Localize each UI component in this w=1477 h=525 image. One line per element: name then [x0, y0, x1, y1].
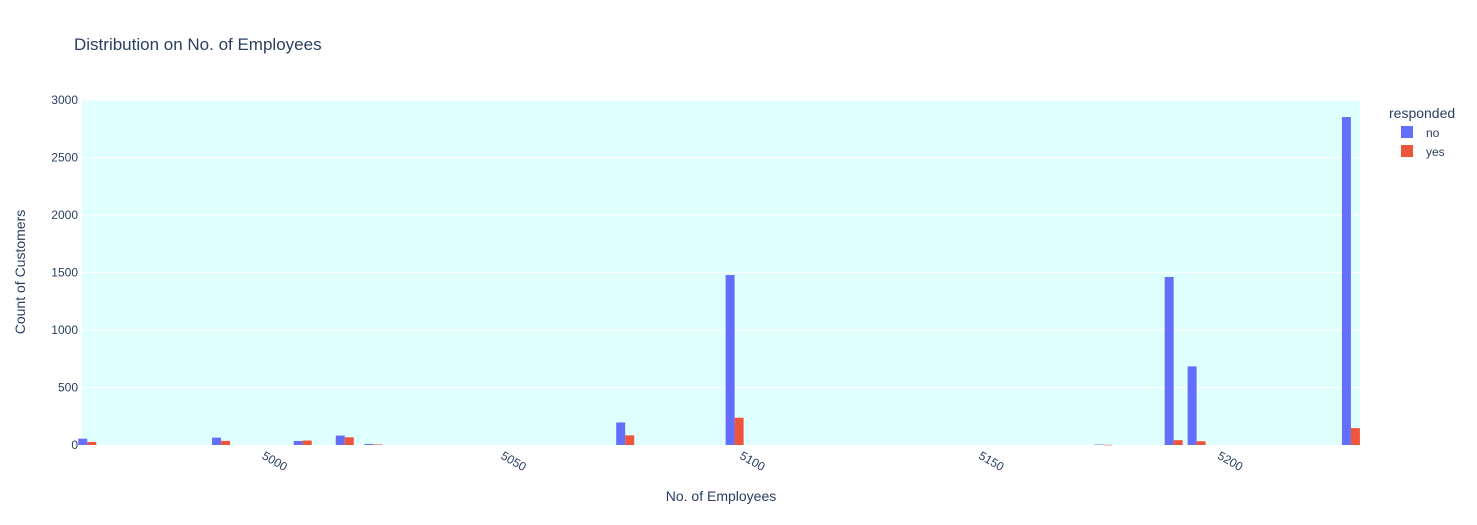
bar-yes[interactable]: [344, 437, 354, 445]
bar-no[interactable]: [78, 438, 88, 445]
bar-no[interactable]: [212, 437, 222, 445]
x-tick-label: 5050: [499, 448, 529, 474]
bar-no[interactable]: [1187, 366, 1197, 445]
x-tick-label: 5100: [737, 448, 767, 474]
bar-no[interactable]: [725, 275, 735, 445]
legend-swatch-no: [1401, 126, 1413, 138]
legend-swatch-yes: [1401, 145, 1413, 157]
legend-item-no[interactable]: no: [1401, 126, 1440, 140]
gridlines: [82, 99, 1360, 388]
y-tick-label: 3000: [51, 93, 78, 107]
y-tick-label: 1500: [51, 266, 78, 280]
x-axis-ticks: 5000 5050 5100 5150 5200: [260, 448, 1246, 474]
bar-no[interactable]: [293, 440, 303, 445]
bar-no[interactable]: [1341, 117, 1351, 446]
bar-no[interactable]: [616, 422, 626, 445]
bar-yes[interactable]: [1350, 428, 1360, 445]
y-tick-label: 2500: [51, 151, 78, 165]
chart-title: Distribution on No. of Employees: [74, 35, 322, 54]
y-tick-label: 0: [71, 438, 78, 452]
x-axis-title: No. of Employees: [666, 488, 777, 504]
bar-yes[interactable]: [302, 440, 312, 445]
x-tick-label: 5000: [260, 448, 290, 474]
legend-title: responded: [1389, 105, 1455, 121]
y-tick-label: 500: [58, 381, 78, 395]
x-tick-label: 5150: [976, 448, 1006, 474]
bar-yes[interactable]: [221, 440, 231, 445]
x-tick-label: 5200: [1215, 448, 1245, 474]
y-tick-label: 1000: [51, 323, 78, 337]
bar-no[interactable]: [364, 443, 374, 445]
bar-yes[interactable]: [1196, 441, 1206, 445]
legend-label-yes: yes: [1426, 145, 1445, 159]
bar-yes[interactable]: [87, 442, 97, 445]
bar-no[interactable]: [1164, 276, 1174, 445]
y-axis-ticks: 0 500 1000 1500 2000 2500 3000: [51, 93, 78, 452]
bar-yes[interactable]: [734, 417, 744, 445]
bar-yes[interactable]: [1103, 444, 1113, 446]
bar-yes[interactable]: [625, 435, 635, 445]
bar-no[interactable]: [1094, 444, 1104, 446]
y-tick-label: 2000: [51, 208, 78, 222]
y-axis-title: Count of Customers: [12, 210, 28, 335]
legend[interactable]: responded no yes: [1389, 105, 1455, 159]
legend-item-yes[interactable]: yes: [1401, 145, 1445, 159]
bars: [78, 117, 1360, 446]
bar-yes[interactable]: [1173, 440, 1183, 445]
bar-yes[interactable]: [373, 444, 383, 445]
legend-label-no: no: [1426, 126, 1440, 140]
bar-no[interactable]: [335, 435, 345, 445]
